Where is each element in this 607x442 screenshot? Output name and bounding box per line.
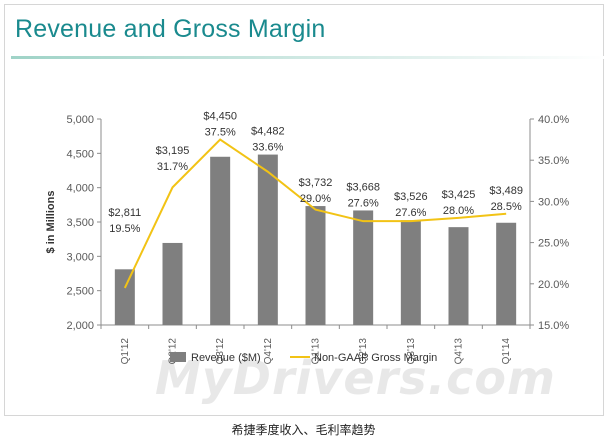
axes-layer: 2,000 2,500 3,000 3,500 4,000 4,500 5,000 15.0%… [45,114,569,364]
margin-data-label: 28.0% [443,205,474,217]
legend: Revenue ($M) Non-GAAP Gross Margin [170,352,437,364]
image-caption: 希捷季度收入、毛利率趋势 [231,423,376,437]
revenue-data-label: $3,668 [346,181,380,193]
margin-data-label: 29.0% [300,193,331,205]
x-tick-label: Q2'12 [168,338,179,365]
margin-data-label: 31.7% [157,161,188,173]
gross-margin-line [123,138,507,289]
x-tick-label: Q3'12 [215,338,226,365]
data-labels-layer: $2,811 19.5% $3,195 31.7% $4,450 37.5% $4,482 3… [108,111,523,235]
y-tick-label-right: 25.0% [538,238,569,250]
y-tick-label-right: 40.0% [538,114,569,126]
slide-frame: Revenue and Gross Margin MyDrivers.com [4,4,605,416]
revenue-bar [353,210,374,325]
revenue-bar [448,227,469,325]
watermark: MyDrivers.com [155,351,556,405]
revenue-data-label: $4,450 [203,111,237,123]
y-axis-title: $ in Millions [45,191,57,254]
revenue-bar [400,220,421,325]
x-tick-label: Q4'12 [263,338,274,365]
y-tick-label-left: 2,500 [66,286,94,298]
title-divider [11,56,605,59]
margin-data-label: 33.6% [252,142,283,154]
revenue-bar [210,156,231,325]
x-tick-label: Q3'13 [406,338,417,365]
revenue-data-label: $3,489 [489,185,523,197]
x-tick-label: Q1'13 [311,338,322,365]
revenue-data-label: $3,425 [442,189,476,201]
x-tick-label: Q4'13 [454,338,465,365]
y-tick-label-right: 20.0% [538,279,569,291]
line-layer [123,138,507,289]
y-tick-label-right: 15.0% [538,320,569,332]
revenue-bar [257,154,278,325]
revenue-data-label: $3,732 [299,177,333,189]
revenue-bar [305,206,326,325]
y-tick-label-left: 5,000 [66,114,94,126]
margin-data-label: 27.6% [395,207,426,219]
revenue-data-label: $3,195 [156,145,190,157]
revenue-data-label: $2,811 [108,207,141,219]
y-tick-label-left: 4,000 [66,183,94,195]
x-tick-label: Q1'14 [501,338,512,365]
revenue-bar [114,269,135,325]
y-tick-label-left: 2,000 [66,320,94,332]
revenue-data-label: $3,526 [394,191,428,203]
revenue-bar [496,222,517,325]
y-tick-label-left: 3,000 [66,251,94,263]
chart-title: Revenue and Gross Margin [15,15,326,43]
revenue-bar [162,242,183,325]
bars-layer [114,154,517,325]
y-tick-label-left: 4,500 [66,148,94,160]
margin-data-label: 28.5% [491,201,522,213]
revenue-data-label: $4,482 [251,126,285,138]
legend-label-revenue: Revenue ($M) [191,352,261,364]
y-tick-label-right: 35.0% [538,155,569,167]
legend-swatch-revenue [170,352,186,362]
y-tick-label-right: 30.0% [538,196,569,208]
x-tick-label: Q2'13 [358,338,369,365]
margin-data-label: 19.5% [109,223,140,235]
legend-label-margin: Non-GAAP Gross Margin [314,352,437,364]
y-tick-label-left: 3,500 [66,217,94,229]
margin-data-label: 37.5% [205,127,236,139]
x-tick-label: Q1'12 [120,338,131,365]
margin-data-label: 27.6% [348,197,379,209]
